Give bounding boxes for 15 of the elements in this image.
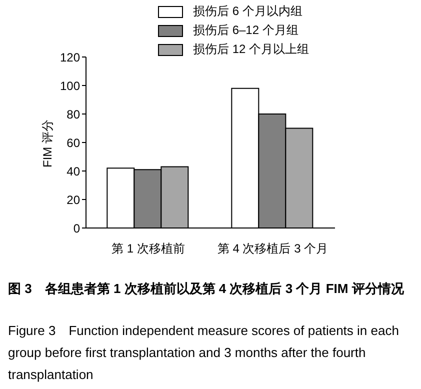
y-tick-label: 120 bbox=[60, 50, 80, 64]
y-tick-label: 40 bbox=[66, 164, 80, 178]
legend-label: 损伤后 6–12 个月组 bbox=[193, 22, 298, 39]
text: 图 3 各组患者第 1 次移植前以及第 4 次移植后 3 个月 FIM 评分情况 bbox=[8, 280, 405, 298]
y-tick-label: 20 bbox=[66, 192, 80, 207]
legend-label: 损伤后 6 个月以内组 bbox=[193, 3, 302, 20]
x-tick-label: 第 4 次移植后 3 个月 bbox=[217, 242, 328, 256]
y-tick-label: 0 bbox=[73, 221, 80, 236]
legend-label: 损伤后 12 个月以上组 bbox=[193, 41, 310, 58]
text: Figure 3 Function independent measure scores of patients in each group before first transplantation and 3 months after the fourth transplantation bbox=[8, 322, 400, 384]
y-tick-label: 80 bbox=[66, 107, 80, 122]
y-tick-label: 100 bbox=[60, 78, 80, 93]
y-tick-label: 60 bbox=[66, 136, 80, 150]
x-tick-label: 第 1 次移植前 bbox=[112, 242, 185, 256]
y-axis-title: FIM 评分 bbox=[40, 120, 54, 168]
